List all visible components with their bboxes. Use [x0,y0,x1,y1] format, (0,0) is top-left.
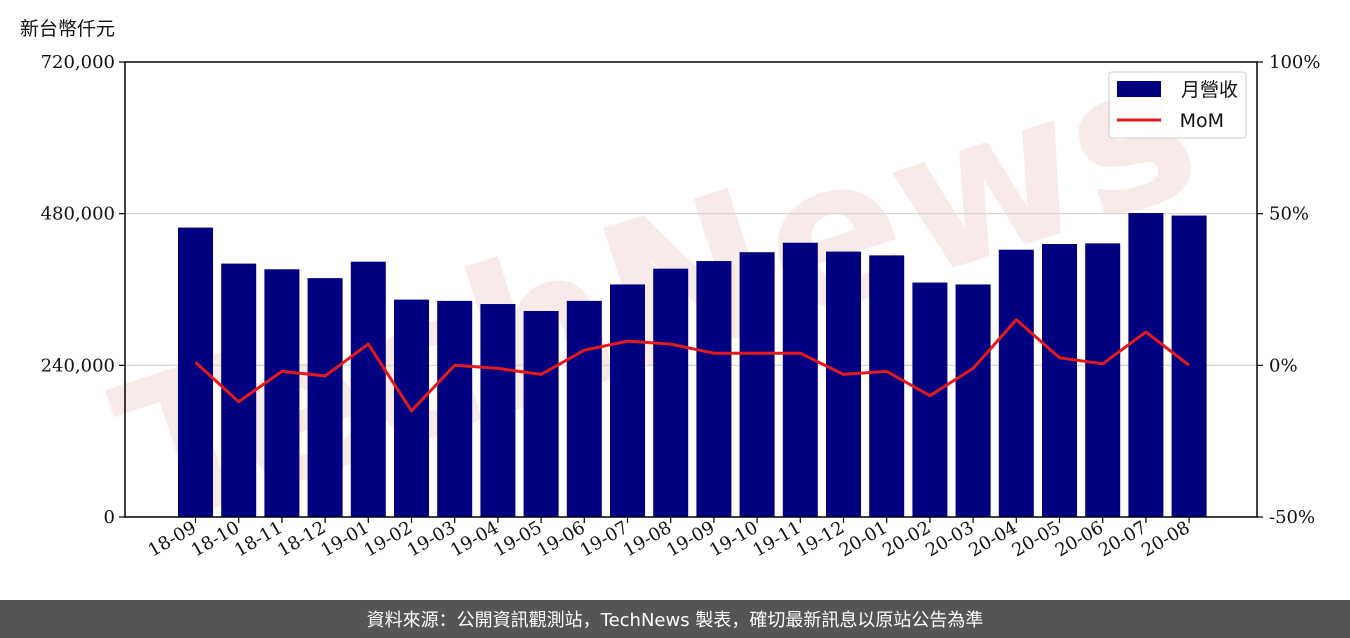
x-tick-label: 19-06 [533,517,588,561]
bar [696,261,732,517]
x-tick-label: 20-01 [836,517,891,561]
bar [437,300,473,517]
bar [739,252,775,517]
legend-line-label: MoM [1180,110,1224,132]
x-tick-label: 19-03 [404,517,459,561]
bar [1085,243,1121,518]
bar [264,269,300,517]
bar [1171,215,1207,517]
bar [350,261,386,517]
x-tick-label: 19-04 [447,517,502,561]
x-tick-label: 19-11 [749,517,804,561]
x-tick-label: 20-07 [1095,517,1150,561]
bar [869,255,905,517]
legend-bar-swatch [1117,81,1161,97]
bar [307,278,343,517]
x-tick-label: 19-10 [706,517,761,561]
bar [480,304,516,517]
bar [955,284,991,517]
y-left-tick-label: 720,000 [41,52,115,73]
y-right-tick-label: 0% [1269,355,1298,376]
source-footer: 資料來源：公開資訊觀測站，TechNews 製表，確切最新訊息以原站公告為準 [0,600,1350,638]
x-tick-label: 19-08 [620,517,675,561]
x-tick-label: 19-09 [663,517,718,561]
y-left-tick-label: 240,000 [41,355,115,376]
x-tick-label: 19-02 [361,517,416,561]
chart-svg: TechNews0240,000480,000720,000-50%0%50%1… [41,9,1321,575]
x-tick-label: 20-06 [1052,517,1107,561]
x-tick-label: 20-08 [1138,517,1193,561]
bar [826,251,861,518]
x-tick-label: 20-04 [965,517,1020,561]
bar [912,282,948,517]
bar [1042,244,1077,517]
x-tick-label: 20-02 [879,517,934,561]
x-tick-label: 20-03 [922,517,977,561]
x-tick-label: 19-01 [317,517,372,561]
x-tick-label: 20-05 [1009,517,1064,561]
plot-frame [124,61,1258,518]
bar [782,242,818,517]
x-tick-label: 19-05 [490,517,545,561]
y-left-tick-label: 480,000 [41,204,115,225]
bar [523,310,559,517]
bar [566,300,602,517]
y-right-tick-label: 100% [1269,52,1320,73]
bar [998,249,1034,517]
revenue-chart: 新台幣仟元 TechNews0240,000480,000720,000-50%… [20,9,1321,575]
bar [1128,213,1164,517]
legend-bar-label: 月營收 [1181,79,1238,101]
bar [610,284,645,517]
x-tick-label: 19-07 [577,517,632,561]
y-right-tick-label: 50% [1269,204,1309,225]
y-right-tick-label: -50% [1269,507,1315,528]
mom-line [194,318,1191,413]
y-left-tick-label: 0 [104,507,115,528]
x-tick-label: 19-12 [793,517,848,561]
bar [653,268,689,517]
y-unit-label: 新台幣仟元 [20,18,116,40]
